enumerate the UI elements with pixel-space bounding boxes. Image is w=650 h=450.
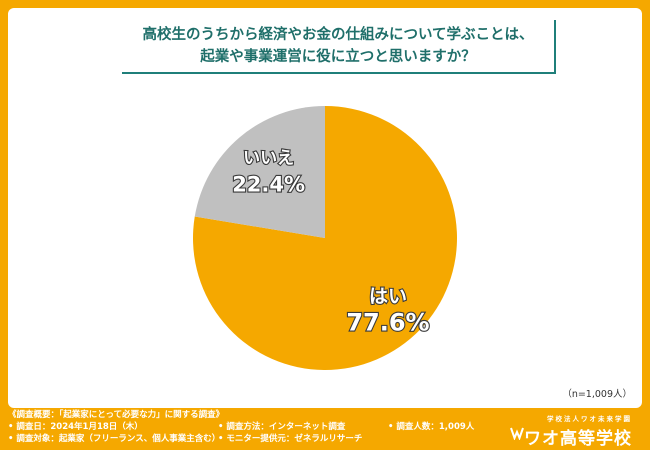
chart-title-line-2: 起業や事業運営に役に立つと思いますか？ [200,49,476,65]
sample-size-note: （n=1,009人） [562,389,632,400]
pie-slice-1 [194,106,325,238]
pie-slice-label-1: いいえ [243,149,294,169]
survey-footer: 《調査概要：「起業家にとって必要な力」に関する調査》 • 調査日：2024年1月… [0,408,650,450]
chart-title-line-1: 高校生のうちから経済やお金の仕組みについて学ぶことは、 [142,27,534,43]
school-mark-icon [510,427,524,440]
survey-date: • 調査日：2024年1月18日（木） [8,422,143,432]
school-subtitle: 学校法人ワオ未来学園 [547,415,632,423]
chart-card: 高校生のうちから経済やお金の仕組みについて学ぶことは、 起業や事業運営に役に立つ… [8,8,642,408]
pie-slice-value-0: 77.6% [346,308,429,336]
chart-title-box: 高校生のうちから経済やお金の仕組みについて学ぶことは、 起業や事業運営に役に立つ… [122,20,556,74]
survey-method: • 調査方法：インターネット調査 [218,422,346,432]
survey-count: • 調査人数：1,009人 [388,422,475,432]
pie-slice-value-1: 22.4% [232,173,305,197]
survey-target: • 調査対象：起業家（フリーランス、個人事業主含む） [8,434,221,444]
school-logo: 学校法人ワオ未来学園 ワオ高等学校 [506,411,636,449]
pie-slice-label-0: はい [369,285,407,307]
survey-provider: • モニター提供元：ゼネラルリサーチ [218,434,363,444]
survey-overview: 《調査概要：「起業家にとって必要な力」に関する調査》 [8,410,225,420]
school-name: ワオ高等学校 [524,429,632,449]
